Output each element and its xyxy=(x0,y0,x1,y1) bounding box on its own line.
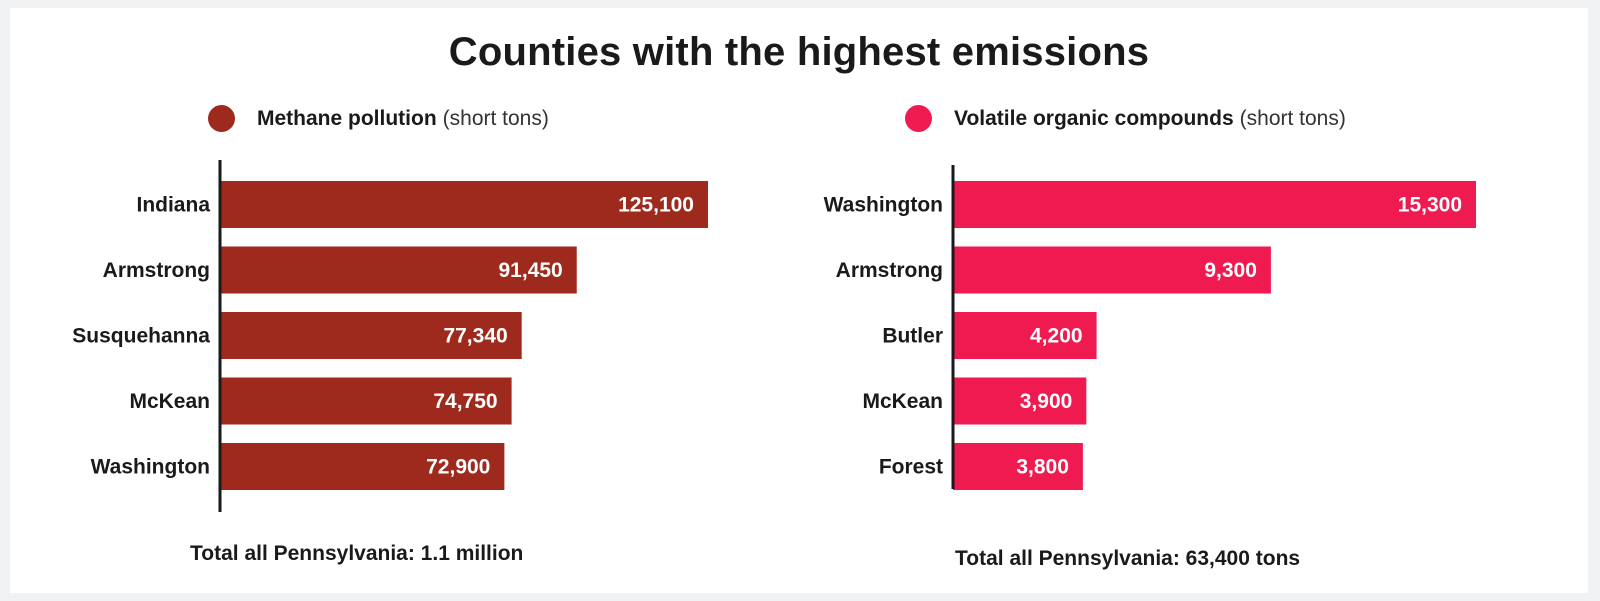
voc-bar xyxy=(953,181,1476,228)
voc-bar-chart: Washington 15,300 Armstrong 9,300 Butler 4,20… xyxy=(824,165,1476,490)
methane-value-label: 91,450 xyxy=(499,259,563,282)
methane-category-label: Susquehanna xyxy=(72,325,210,348)
methane-category-label: Armstrong xyxy=(103,259,210,282)
legend-swatch-methane xyxy=(208,105,235,132)
voc-bar xyxy=(953,377,1087,425)
voc-bar xyxy=(953,312,1097,359)
voc-category-label: McKean xyxy=(862,390,943,413)
voc-category-label: Forest xyxy=(879,456,943,479)
legend-unit-voc: (short tons) xyxy=(1239,106,1346,130)
legend-unit-methane: (short tons) xyxy=(442,106,549,130)
voc-value-label: 9,300 xyxy=(1204,259,1257,282)
voc-category-label: Armstrong xyxy=(836,259,943,282)
voc-value-label: 4,200 xyxy=(1030,325,1083,348)
voc-value-label: 15,300 xyxy=(1398,194,1462,217)
methane-category-label: McKean xyxy=(129,390,210,413)
methane-bar xyxy=(220,181,708,228)
methane-category-label: Washington xyxy=(91,456,210,479)
methane-category-label: Indiana xyxy=(136,194,210,217)
methane-bar-chart: Indiana 125,100 Armstrong 91,450 Susquehanna… xyxy=(72,160,708,512)
methane-total: Total all Pennsylvania: 1.1 million xyxy=(190,542,524,565)
methane-bar xyxy=(220,443,505,490)
legend-swatch-voc xyxy=(905,105,932,132)
methane-bar xyxy=(220,312,522,359)
chart-title: Counties with the highest emissions xyxy=(448,30,1150,74)
methane-value-label: 72,900 xyxy=(426,456,490,479)
voc-value-label: 3,800 xyxy=(1016,456,1069,479)
voc-category-label: Washington xyxy=(824,194,943,217)
chart-card: Counties with the highest emissions Meth… xyxy=(10,8,1588,593)
legend-methane: Methane pollution (short tons) xyxy=(208,105,549,132)
methane-value-label: 74,750 xyxy=(433,390,497,413)
legend-voc: Volatile organic compounds (short tons) xyxy=(905,105,1346,132)
methane-value-label: 77,340 xyxy=(443,325,507,348)
voc-bar xyxy=(953,443,1083,490)
methane-value-label: 125,100 xyxy=(618,194,694,217)
voc-bar xyxy=(953,246,1271,294)
methane-bar xyxy=(220,246,577,294)
voc-category-label: Butler xyxy=(882,325,943,348)
voc-total: Total all Pennsylvania: 63,400 tons xyxy=(955,547,1301,570)
methane-bar xyxy=(220,377,512,425)
voc-value-label: 3,900 xyxy=(1020,390,1073,413)
legend-label-voc: Volatile organic compounds xyxy=(954,106,1234,130)
legend-label-methane: Methane pollution xyxy=(257,106,437,130)
